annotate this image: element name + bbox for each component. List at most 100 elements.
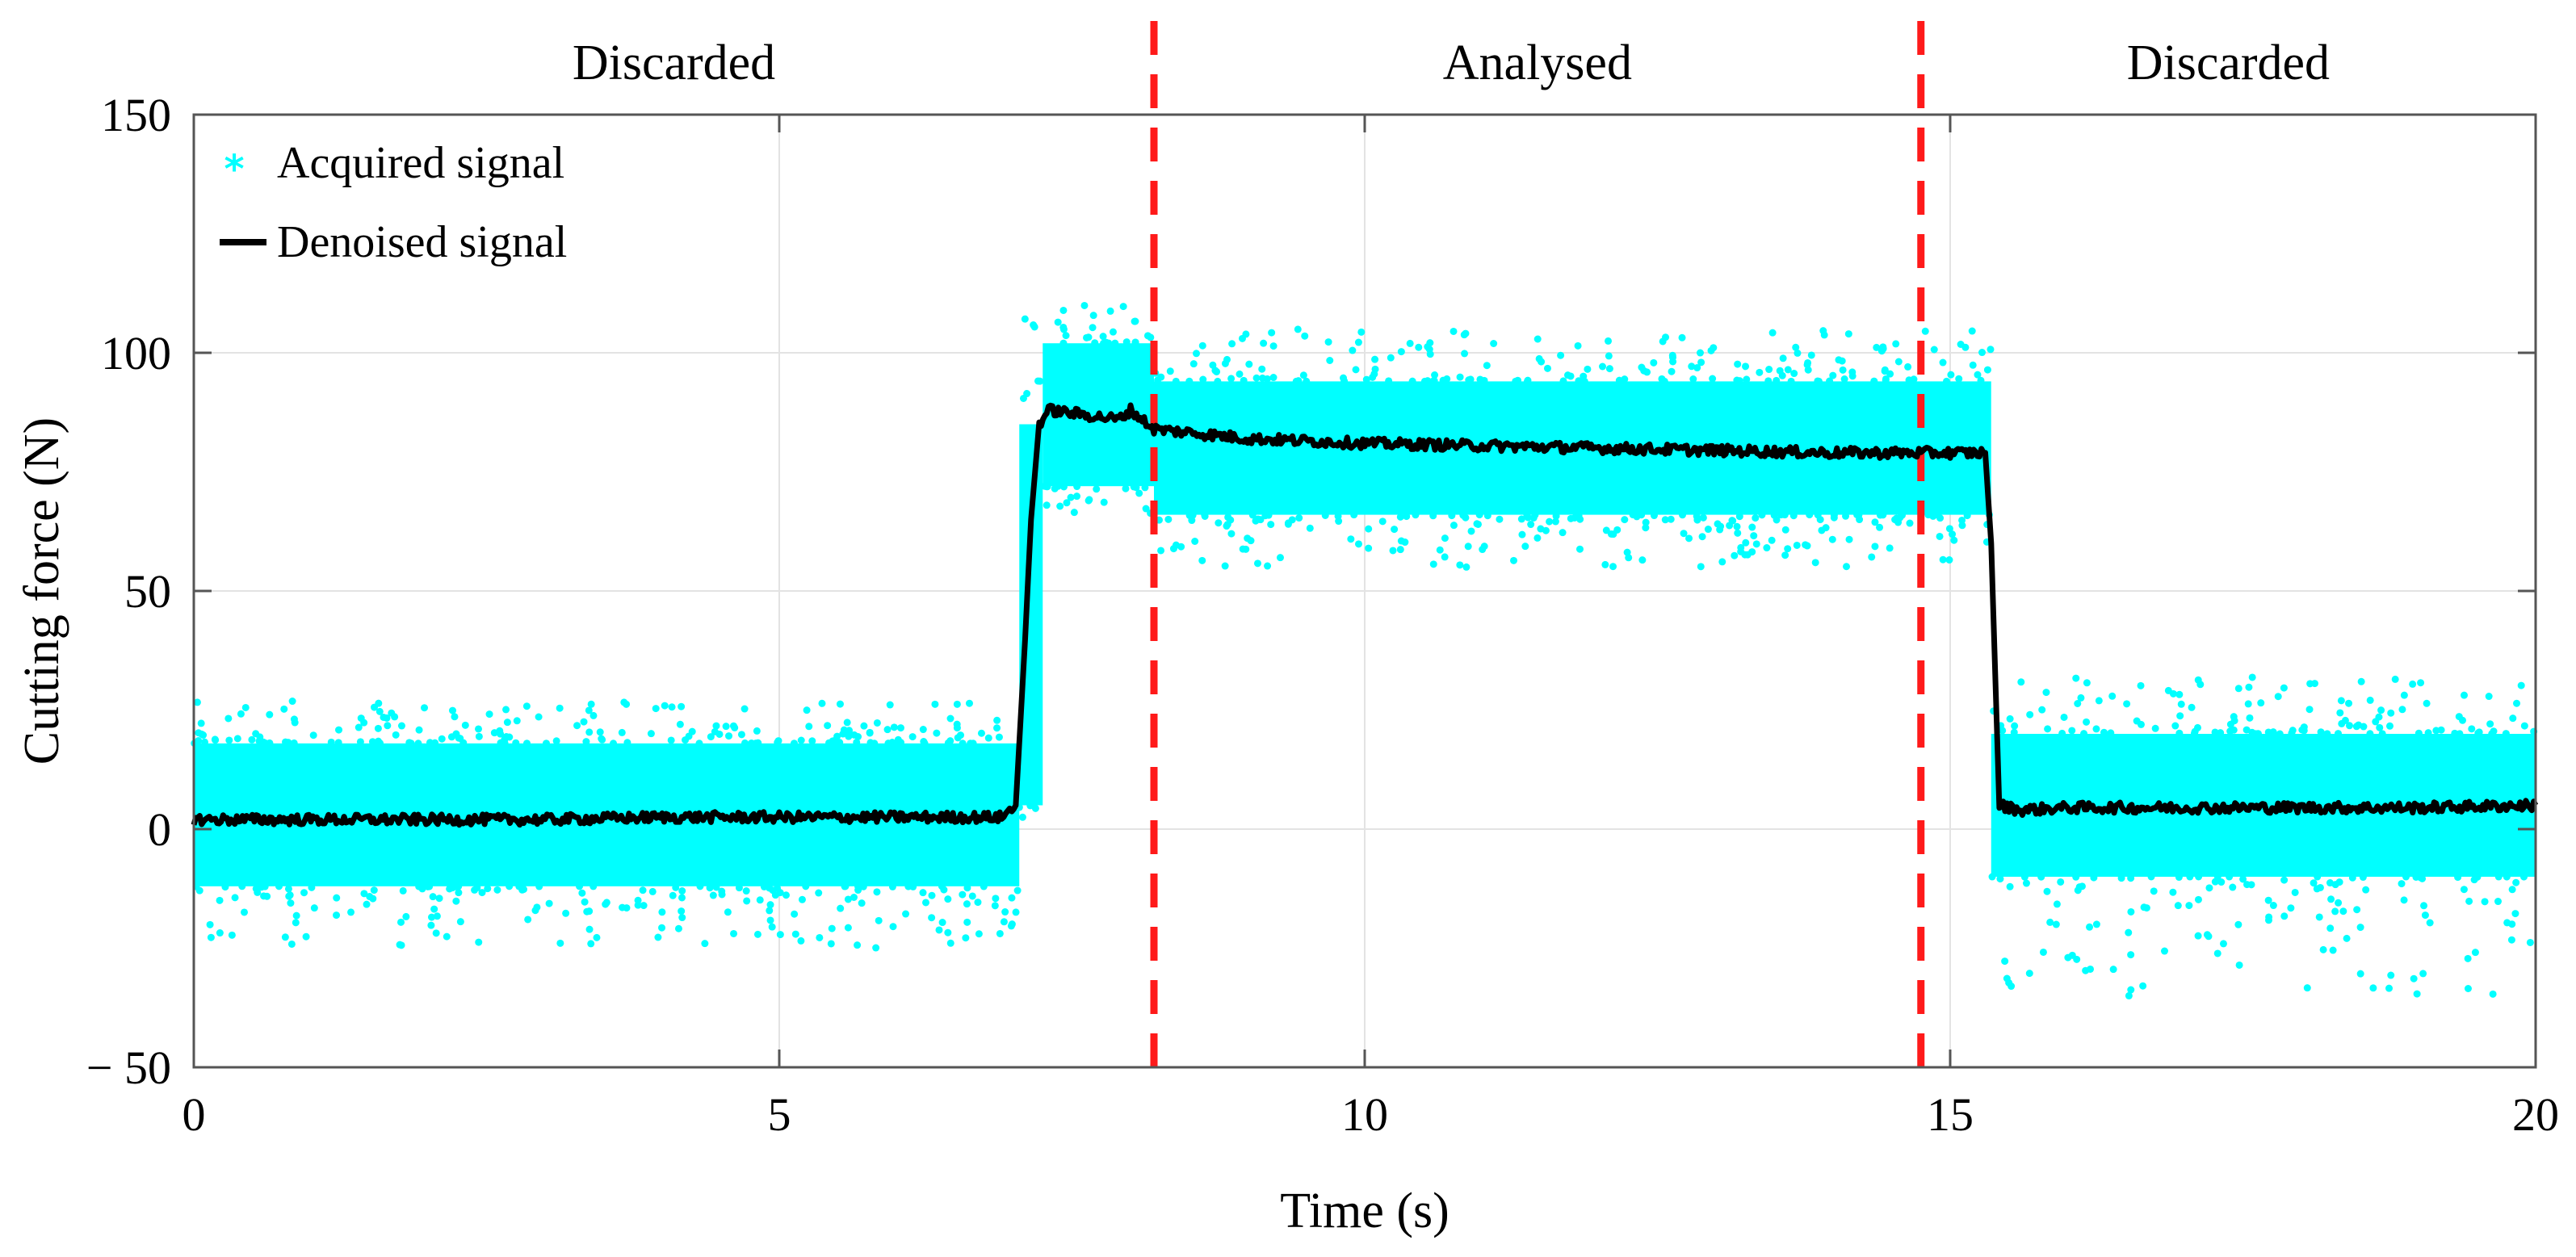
denoised-signal-line (191, 402, 2539, 828)
acquired-signal-point (2188, 703, 2196, 711)
acquired-signal-point (2247, 881, 2255, 889)
acquired-signal-point (2423, 699, 2431, 707)
acquired-signal-point (1768, 329, 1777, 337)
acquired-signal-point (1193, 350, 1201, 358)
acquired-signal-point (2387, 709, 2395, 717)
acquired-signal-point (370, 886, 378, 895)
acquired-signal-point (587, 700, 595, 708)
acquired-signal-point (2264, 916, 2272, 924)
acquired-signal-point (1301, 332, 1309, 340)
acquired-signal-point (1425, 346, 1433, 354)
acquired-signal-point (2369, 984, 2377, 992)
acquired-signal-point (1496, 515, 1504, 523)
acquired-signal-point (854, 941, 862, 949)
acquired-signal-point (1840, 375, 1848, 383)
acquired-signal-point (647, 730, 655, 738)
acquired-signal-point (2391, 675, 2399, 683)
acquired-signal-point (1743, 551, 1752, 559)
acquired-signal-point (1765, 366, 1773, 374)
acquired-signal-point (2315, 913, 2323, 921)
acquired-signal-point (1726, 522, 1734, 530)
acquired-signal-point (1891, 516, 1899, 524)
acquired-signal-point (1258, 374, 1266, 382)
acquired-signal-point (652, 705, 660, 713)
acquired-signal-point (2082, 966, 2090, 974)
acquired-signal-point (254, 888, 262, 896)
acquired-signal-point (1781, 526, 1789, 534)
acquired-signal-point (818, 699, 826, 707)
acquired-signal-point (452, 897, 460, 905)
acquired-signal-point (1264, 562, 1272, 570)
acquired-signal-point (1093, 485, 1101, 493)
acquired-signal-point (737, 731, 745, 739)
acquired-signal-point (797, 936, 805, 945)
acquired-signal-point (502, 706, 510, 714)
acquired-signal-point (241, 908, 249, 916)
acquired-signal-point (573, 722, 581, 730)
acquired-signal-point (2092, 725, 2100, 733)
acquired-signal-point (2175, 690, 2184, 698)
acquired-signal-point (602, 899, 610, 907)
acquired-signal-point (816, 933, 824, 941)
acquired-signal-point (1839, 366, 1847, 374)
y-tick-label: − 50 (86, 1041, 171, 1094)
acquired-signal-point (1642, 524, 1650, 532)
acquired-signal-point (707, 733, 715, 741)
acquired-signal-point (2006, 714, 2014, 723)
acquired-signal-point (2244, 700, 2252, 708)
acquired-signal-point (2419, 970, 2427, 978)
acquired-signal-point (2526, 938, 2534, 946)
acquired-signal-point (2164, 686, 2172, 694)
acquired-signal-point (1268, 329, 1276, 337)
acquired-signal-point (1213, 367, 1221, 375)
acquired-signal-point (402, 912, 410, 920)
acquired-signal-point (1349, 346, 1357, 354)
acquired-signal-point (448, 706, 456, 714)
acquired-signal-point (2011, 722, 2019, 730)
acquired-signal-point (2108, 692, 2117, 700)
acquired-signal-point (2235, 961, 2243, 969)
acquired-signal-point (1100, 498, 1108, 506)
acquired-signal-point (266, 710, 274, 719)
acquired-signal-point (2387, 971, 2395, 979)
acquired-signal-point (2409, 680, 2417, 688)
acquired-signal-point (1667, 515, 1675, 523)
acquired-signal-point (1199, 375, 1207, 383)
acquired-signal-point (2068, 727, 2076, 735)
acquired-signal-point (1122, 484, 1130, 492)
acquired-signal-point (1871, 543, 1879, 551)
acquired-signal-point (2006, 882, 2014, 890)
acquired-signal-point (1958, 516, 1966, 524)
acquired-signal-point (2339, 907, 2347, 916)
acquired-signal-point (1778, 371, 1786, 379)
acquired-signal-point (715, 730, 724, 738)
acquired-signal-point (228, 931, 236, 939)
acquired-signal-point (2239, 875, 2247, 883)
acquired-signal-point (1625, 554, 1633, 562)
acquired-signal-point (623, 700, 631, 708)
acquired-signal-point (1856, 516, 1864, 524)
acquired-signal-point (418, 885, 426, 893)
acquired-signal-point (824, 722, 832, 730)
acquired-signal-point (471, 886, 479, 894)
acquired-signal-point (524, 916, 532, 924)
acquired-signal-point (1828, 535, 1836, 543)
acquired-signal-point (2150, 887, 2158, 895)
acquired-signal-point (375, 699, 383, 707)
acquired-signal-point (2046, 918, 2054, 926)
acquired-signal-point (993, 724, 1001, 732)
acquired-signal-point (1083, 333, 1091, 341)
acquired-signal-point (535, 713, 543, 721)
acquired-signal-point (1659, 337, 1667, 346)
acquired-signal-point (1067, 493, 1075, 501)
acquired-signal-point (1019, 394, 1027, 402)
acquired-signal-point (1466, 375, 1475, 383)
acquired-signal-point (1224, 513, 1232, 522)
acquired-signal-point (2337, 697, 2345, 705)
acquired-signal-point (2003, 974, 2011, 983)
acquired-signal-point (1406, 339, 1414, 347)
acquired-signal-point (1436, 546, 1444, 554)
acquired-signal-point (827, 940, 835, 948)
acquired-signal-point (287, 940, 296, 948)
